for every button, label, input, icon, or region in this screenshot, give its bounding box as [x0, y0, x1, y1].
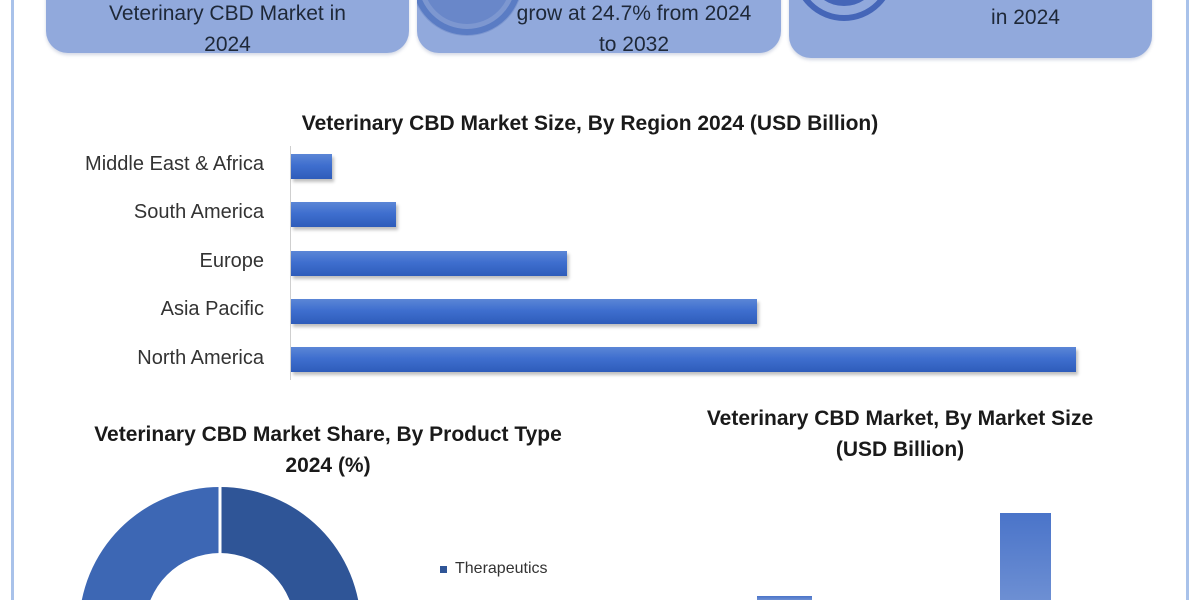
stat-line-1: Veterinary CBD Market in [109, 2, 346, 25]
legend-label: Therapeutics [455, 560, 548, 577]
stat-line-2: 2024 [204, 33, 251, 53]
region-chart-title: Veterinary CBD Market Size, By Region 20… [301, 112, 879, 135]
stat-card-growth: grow at 24.7% from 2024 to 2032 [417, 0, 781, 53]
stat-card-region: in 2024 [789, 0, 1152, 58]
region-chart-axis [290, 146, 291, 380]
concentric-rings-icon [802, 0, 886, 21]
legend-item-therapeutics: Therapeutics [440, 560, 548, 578]
stat-card-text: Veterinary CBD Market in 2024 [46, 0, 409, 53]
stat-card-market-size: Veterinary CBD Market in 2024 [46, 0, 409, 53]
stat-card-text: grow at 24.7% from 2024 to 2032 [487, 0, 781, 53]
region-bar-asia-pacific [291, 299, 757, 324]
region-bar-mea [291, 154, 332, 179]
region-label-europe: Europe [199, 250, 265, 272]
legend-swatch-icon [440, 565, 447, 573]
product-type-donut [81, 485, 359, 600]
region-bar-europe [291, 251, 567, 276]
stat-line-1: in 2024 [991, 6, 1060, 29]
product-type-chart-title: Veterinary CBD Market Share, By Product … [94, 423, 562, 477]
stat-card-text: in 2024 [899, 2, 1152, 33]
donut-slice-other [81, 487, 220, 600]
frame-border-right [1186, 0, 1189, 600]
market-size-bar-2 [1000, 513, 1051, 600]
region-label-north-america: North America [137, 347, 264, 369]
market-size-chart-title: Veterinary CBD Market, By Market Size (U… [706, 407, 1094, 461]
region-bar-south-america [291, 202, 396, 227]
stat-line-2: to 2032 [598, 33, 670, 53]
region-label-south-america: South America [133, 201, 264, 223]
market-size-bar-1 [757, 596, 812, 600]
donut-slice-therapeutics [220, 487, 359, 600]
region-label-asia-pacific: Asia Pacific [160, 298, 264, 320]
circle-target-icon [417, 0, 520, 36]
stat-line-1: grow at 24.7% from 2024 [516, 2, 752, 25]
region-bar-north-america [291, 347, 1076, 372]
frame-border-left [11, 0, 14, 600]
region-label-mea: Middle East & Africa [85, 153, 264, 175]
